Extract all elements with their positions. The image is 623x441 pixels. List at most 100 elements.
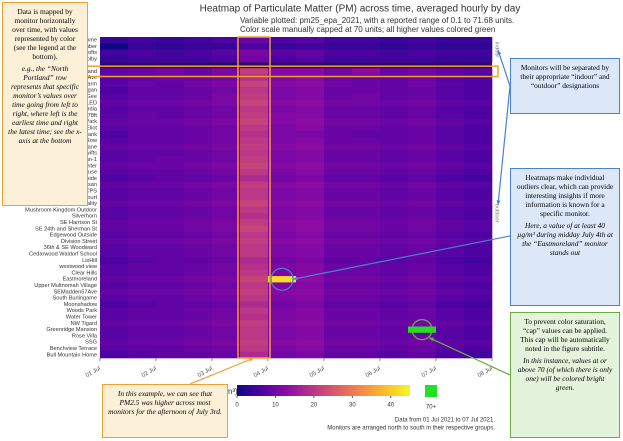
heat-cell — [380, 181, 409, 189]
heat-cell — [100, 187, 129, 195]
heat-cell — [408, 93, 437, 100]
row-label: Cedarwood Waldorf School — [29, 252, 97, 258]
heat-cell — [128, 43, 157, 50]
heat-cell — [380, 213, 409, 220]
heat-cell — [184, 143, 213, 151]
heat-cell — [436, 68, 465, 75]
heat-cell — [380, 263, 409, 271]
heat-cell — [352, 213, 381, 220]
heat-cell — [324, 43, 353, 50]
heat-cell — [184, 162, 213, 170]
footer: Monitors are arranged north to south in … — [327, 426, 495, 432]
heat-cell — [240, 143, 269, 151]
heat-cell — [212, 112, 241, 119]
heat-cell — [268, 106, 297, 113]
row-label: Rose Villa — [72, 333, 98, 339]
heat-cell — [240, 43, 269, 50]
heat-cell — [408, 131, 437, 138]
heat-cell — [352, 118, 381, 126]
highlight — [411, 319, 433, 341]
heat-cell — [324, 143, 353, 151]
heat-cell — [464, 143, 493, 151]
heat-cell — [100, 250, 129, 258]
heat-cell — [380, 150, 409, 157]
heat-cell — [436, 269, 465, 277]
heat-cell — [156, 187, 185, 195]
heat-cell — [436, 313, 465, 321]
row-label: South Burlingame — [53, 296, 97, 302]
heat-cell — [100, 137, 129, 145]
group-label: indoor — [494, 42, 500, 57]
heat-cell — [184, 225, 213, 233]
heat-cell — [380, 313, 409, 321]
heat-cell — [240, 307, 269, 315]
annotation-text: Heatmaps make individual outliers clear,… — [516, 173, 614, 219]
heat-cell — [380, 339, 409, 346]
heat-cell — [296, 288, 325, 296]
heat-cell — [380, 295, 409, 302]
heat-cell — [184, 131, 213, 138]
heat-cell — [464, 131, 493, 138]
heat-cell — [184, 295, 213, 302]
heat-cell — [380, 301, 409, 308]
annotation-text: e.g., the “North Portland” row represent… — [8, 64, 82, 146]
heat-cell — [352, 282, 381, 289]
heat-cell — [184, 345, 213, 352]
heat-cell — [408, 206, 437, 214]
heat-cell — [352, 162, 381, 170]
heat-cell — [184, 332, 213, 340]
heat-cell — [100, 87, 129, 94]
arrow-head — [249, 357, 254, 362]
heat-cell — [352, 93, 381, 100]
heat-cell — [212, 219, 241, 226]
heat-cell — [436, 87, 465, 94]
heat-cell — [128, 313, 157, 321]
heat-cell — [408, 181, 437, 189]
heat-cell — [268, 49, 297, 57]
heat-cell — [156, 345, 185, 352]
heat-cell — [268, 156, 297, 163]
heat-cell — [352, 99, 381, 107]
heat-cell — [100, 99, 129, 107]
heat-cell — [268, 37, 297, 44]
heat-cell — [240, 276, 269, 283]
heat-cell — [324, 263, 353, 271]
heat-cell — [128, 351, 157, 359]
row-label: SSG — [85, 340, 97, 346]
heat-cell — [184, 213, 213, 220]
heat-cell — [184, 288, 213, 296]
heat-cell — [212, 288, 241, 296]
heat-cell — [380, 244, 409, 252]
heat-cell — [100, 150, 129, 157]
heat-cell — [240, 263, 269, 271]
heat-cell — [436, 124, 465, 132]
heat-cell — [464, 307, 493, 315]
heat-cell — [212, 124, 241, 132]
heat-cell — [128, 175, 157, 182]
x-tick-label: 02 Jul — [141, 366, 158, 379]
row-label: Silverhorn — [72, 214, 97, 220]
heat-cell — [240, 250, 269, 258]
heat-cell — [128, 181, 157, 189]
heat-cell — [464, 250, 493, 258]
row-label: LisHill — [82, 258, 97, 264]
heat-cell — [296, 156, 325, 163]
heat-cell — [184, 276, 213, 283]
heat-cell — [464, 99, 493, 107]
heat-cell — [380, 124, 409, 132]
heat-cell — [436, 55, 465, 63]
heat-cell — [296, 250, 325, 258]
heat-cell — [324, 206, 353, 214]
heat-cell — [324, 232, 353, 239]
heat-cell — [408, 156, 437, 163]
heat-cell — [464, 200, 493, 208]
heat-cell — [156, 150, 185, 157]
heat-cell — [324, 175, 353, 182]
heat-cell — [352, 326, 381, 334]
heat-cell — [380, 68, 409, 75]
heat-cell — [352, 80, 381, 88]
heat-cell — [352, 301, 381, 308]
heat-cell — [212, 169, 241, 176]
heat-cell — [436, 307, 465, 315]
heat-cell — [464, 269, 493, 277]
